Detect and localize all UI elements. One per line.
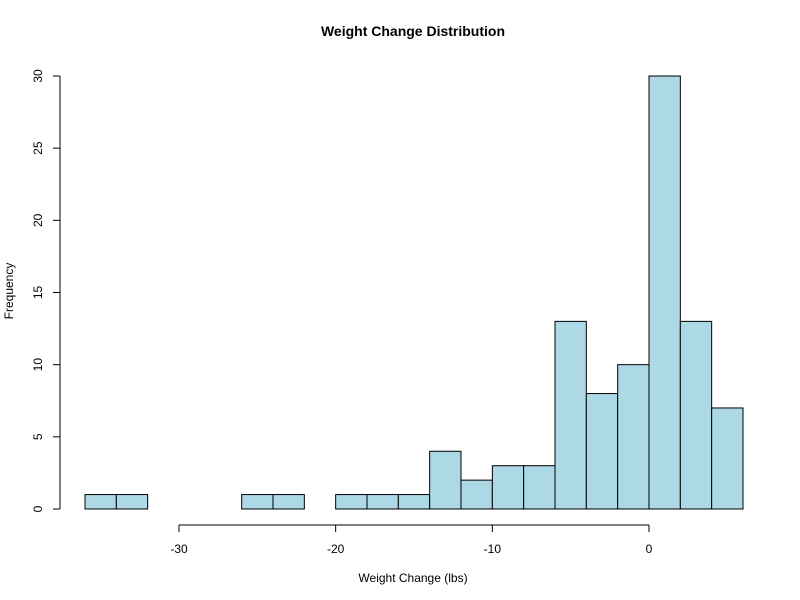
histogram-bar-16 — [585, 393, 619, 510]
histogram-bar-9 — [366, 494, 399, 510]
histogram-bar-17 — [617, 364, 650, 510]
x-tick-label-1: -20 — [327, 542, 345, 556]
y-tick-label-2: 10 — [31, 358, 45, 372]
y-tick-label-0: 0 — [31, 505, 45, 512]
histogram-bar-1 — [115, 494, 149, 510]
x-axis-label: Weight Change (lbs) — [358, 571, 467, 585]
y-axis: 0 5 10 15 20 25 30 — [31, 69, 61, 512]
x-tick-label-0: -30 — [170, 542, 188, 556]
histogram-bar-20 — [711, 407, 744, 510]
histogram-bar-0 — [84, 494, 117, 510]
histogram-bar-15 — [554, 320, 587, 510]
y-tick-label-6: 30 — [31, 69, 45, 83]
x-axis: -30 -20 -10 0 — [170, 524, 653, 556]
histogram-bar-8 — [335, 494, 368, 510]
y-tick-label-3: 15 — [31, 286, 45, 300]
histogram-bar-13 — [491, 465, 525, 510]
bars-group — [84, 75, 744, 510]
x-tick-label-2: -10 — [484, 542, 502, 556]
histogram-bar-10 — [397, 494, 431, 510]
y-axis-label: Frequency — [2, 263, 16, 320]
histogram-bar-6 — [272, 494, 305, 510]
y-tick-label-5: 25 — [31, 141, 45, 155]
histogram-bar-5 — [241, 494, 274, 510]
x-tick-label-3: 0 — [646, 542, 653, 556]
histogram-bar-14 — [523, 465, 556, 510]
chart-title: Weight Change Distribution — [321, 23, 505, 39]
histogram-bar-18 — [648, 75, 681, 510]
histogram-bar-11 — [429, 450, 462, 510]
y-tick-label-4: 20 — [31, 213, 45, 227]
y-tick-label-1: 5 — [31, 433, 45, 440]
histogram-bar-19 — [679, 320, 713, 510]
histogram-bar-12 — [460, 479, 493, 510]
